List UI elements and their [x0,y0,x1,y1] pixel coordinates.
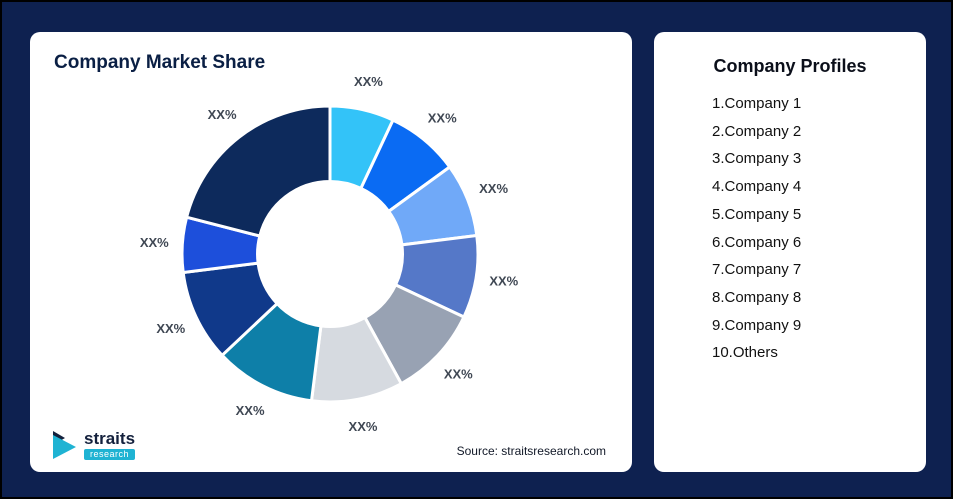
market-share-donut-chart: XX% XX% XX% XX% XX% XX% XX% XX% XX% XX% [140,74,519,434]
list-item: 8.Company 8 [712,288,802,306]
logo-brand-text: straits [84,429,136,448]
list-item: 5.Company 5 [712,205,802,223]
list-item: 1.Company 1 [712,95,802,112]
logo-text: straits research [84,430,135,460]
market-share-card: Company Market Share XX% XX% XX% XX% XX% XX% X… [30,32,632,472]
list-item: 2.Company 2 [712,122,802,140]
slice-data-label: XX% [354,74,383,89]
list-item: 4.Company 4 [712,178,802,196]
slice-data-label: XX% [489,274,518,289]
chart-title: Company Market Share [54,52,266,73]
slice-data-label: XX% [444,367,473,382]
list-item: 6.Company 6 [712,233,802,251]
slice-data-label: XX% [156,321,185,336]
list-item: 10.Others [712,344,778,362]
slice-data-label: XX% [349,419,378,434]
slice-data-label: XX% [208,107,237,122]
profiles-list: 1.Company 1 2.Company 2 3.Company 3 4.Co… [712,90,914,367]
list-item: 9.Company 9 [712,316,802,334]
logo-sub-text: research [84,449,136,460]
straits-research-logo: straits research [52,430,135,460]
source-attribution: Source: straitsresearch.com [456,444,606,458]
slice-data-label: XX% [428,110,457,125]
straits-logo-icon [53,431,76,459]
slice-data-label: XX% [479,181,508,196]
donut-slice [185,104,332,238]
slice-data-label: XX% [236,403,265,418]
slice-data-label: XX% [140,235,169,250]
list-item: 7.Company 7 [712,261,802,279]
profiles-title: Company Profiles [713,56,867,76]
list-item: 3.Company 3 [712,150,802,168]
company-profiles-card: Company Profiles 1.Company 1 2.Company 2… [654,32,926,472]
